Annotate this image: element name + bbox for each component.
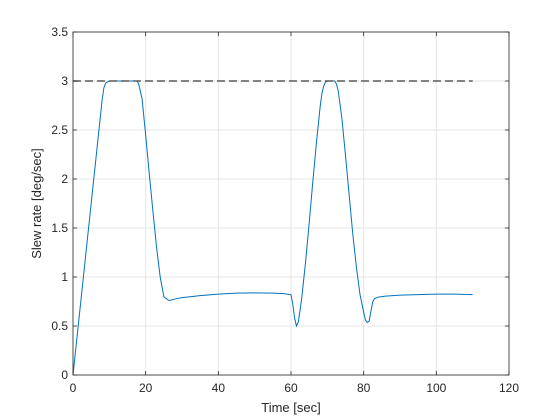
x-tick-label: 120 <box>499 381 519 395</box>
y-tick-labels: 0 0.5 1 1.5 2 2.5 3 3.5 <box>51 25 68 382</box>
y-tick-label: 0.5 <box>51 319 68 333</box>
x-tick-label: 0 <box>70 381 77 395</box>
y-tick-label: 0 <box>61 368 68 382</box>
tick-marks <box>72 31 510 376</box>
series-group <box>72 80 473 376</box>
x-tick-label: 100 <box>426 381 446 395</box>
y-tick-label: 1 <box>61 270 68 284</box>
x-tick-label: 60 <box>284 381 298 395</box>
y-tick-label: 2.5 <box>51 123 68 137</box>
x-tick-label: 40 <box>212 381 226 395</box>
y-tick-label: 1.5 <box>51 221 68 235</box>
y-axis-label: Slew rate [deg/sec] <box>29 148 44 259</box>
y-tick-label: 2 <box>61 172 68 186</box>
y-tick-label: 3.5 <box>51 25 68 39</box>
x-tick-label: 20 <box>139 381 153 395</box>
x-axis-label: Time [sec] <box>261 400 320 415</box>
x-tick-labels: 0 20 40 60 80 100 120 <box>70 381 520 395</box>
y-tick-label: 3 <box>61 74 68 88</box>
x-tick-label: 80 <box>357 381 371 395</box>
